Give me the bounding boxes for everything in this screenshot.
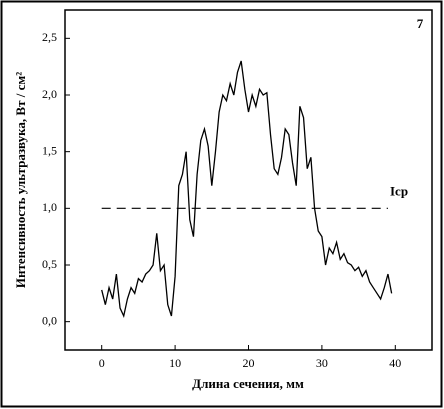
y-tick-label: 0,0 [42, 313, 57, 327]
x-tick-label: 40 [389, 356, 401, 370]
y-tick-label: 0,5 [42, 257, 57, 271]
annotation: 7 [417, 16, 424, 31]
y-tick-label: 2,0 [42, 87, 57, 101]
x-tick-label: 20 [243, 356, 255, 370]
x-tick-label: 30 [316, 356, 328, 370]
x-tick-label: 10 [169, 356, 181, 370]
y-tick-label: 2,5 [42, 30, 57, 44]
y-axis-label: Интенсивность ультразвука, Вт / см² [13, 72, 28, 288]
plot-frame [64, 9, 433, 351]
data-line [101, 60, 393, 319]
reference-label: Iср [390, 183, 408, 198]
y-tick-label: 1,0 [42, 200, 57, 214]
x-axis-label: Длина сечения, мм [192, 376, 304, 391]
y-tick-label: 1,5 [42, 143, 57, 157]
x-tick-label: 0 [99, 356, 105, 370]
